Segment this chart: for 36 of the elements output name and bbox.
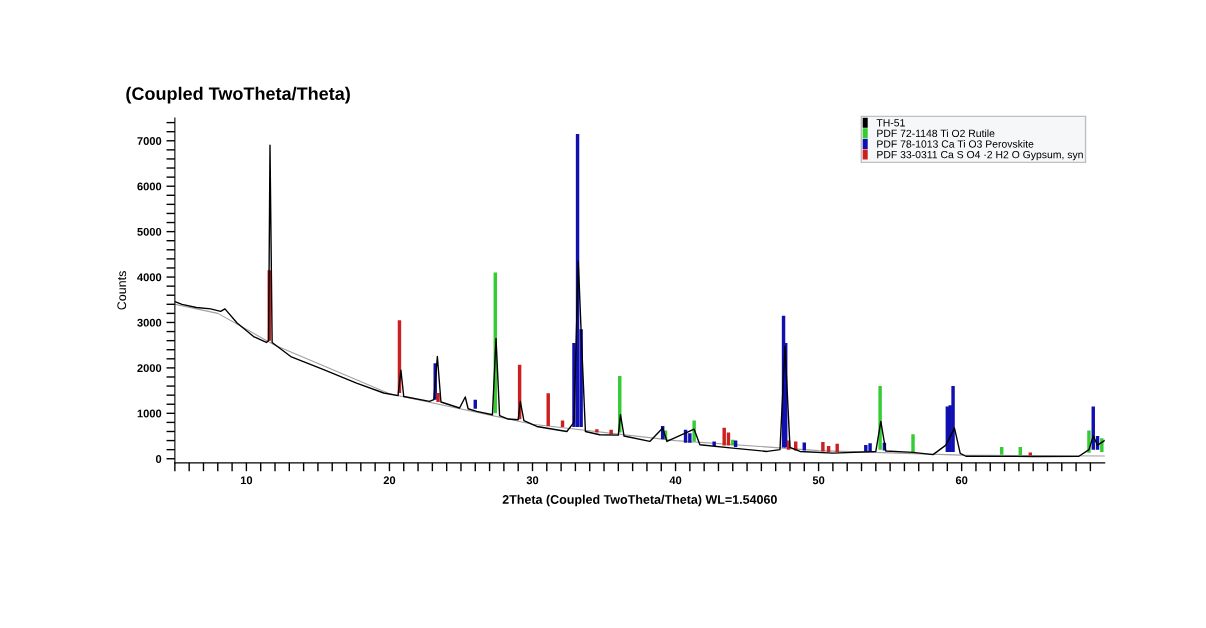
- legend-label: TH-51: [876, 119, 905, 127]
- bar: [802, 442, 807, 451]
- x-tick-label: 30: [526, 476, 539, 485]
- bar: [821, 441, 825, 452]
- bar: [726, 432, 731, 446]
- y-tick-label: 5000: [137, 227, 162, 236]
- x-axis-title: 2Theta (Coupled TwoTheta/Theta) WL=1.54060: [502, 494, 777, 507]
- bar: [951, 386, 955, 452]
- bar: [436, 392, 440, 402]
- y-tick-label: 4000: [137, 273, 162, 282]
- bar: [835, 443, 839, 452]
- y-tick-label: 2000: [137, 364, 162, 373]
- legend-label: PDF 78-1013 Ca Ti O3 Perovskite: [877, 140, 1034, 148]
- x-tick-label: 60: [955, 476, 968, 485]
- line-series: [174, 303, 1105, 457]
- x-tick-label: 40: [669, 476, 682, 485]
- bar: [595, 429, 599, 433]
- x-tick-label: 10: [240, 476, 253, 485]
- x-tick-label: 50: [812, 476, 825, 485]
- bar: [688, 433, 692, 443]
- y-tick-label: 3000: [137, 318, 162, 327]
- x-tick-label: 20: [383, 476, 396, 485]
- legend-label: PDF 72-1148 Ti O2 Rutile: [877, 129, 995, 138]
- chart-title: (Coupled TwoTheta/Theta): [126, 86, 350, 104]
- y-tick-label: 1000: [137, 409, 162, 418]
- bar: [826, 446, 831, 452]
- y-tick-label: 7000: [137, 137, 162, 145]
- y-tick-label: 0: [155, 455, 162, 463]
- y-axis-title: Counts: [117, 271, 127, 310]
- y-tick-label: 6000: [137, 182, 162, 191]
- bar: [712, 441, 716, 447]
- bar: [911, 434, 915, 453]
- legend-label: PDF 33-0311 Ca S O4 ·2 H2 O Gypsum, syn: [877, 150, 1083, 161]
- bar: [609, 429, 613, 435]
- bar: [722, 427, 726, 446]
- bar: [1028, 452, 1033, 456]
